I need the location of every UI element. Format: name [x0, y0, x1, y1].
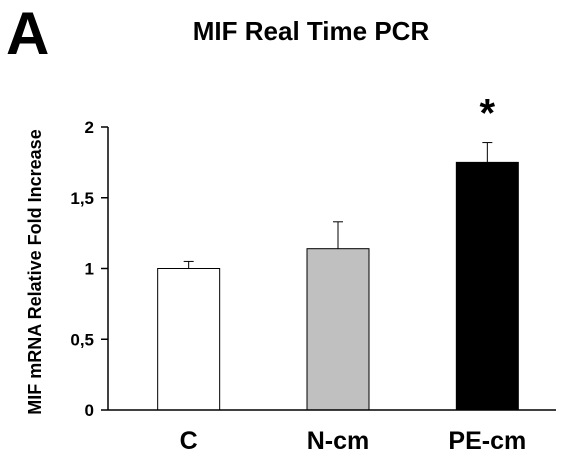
- bar: [455, 161, 519, 411]
- x-tick-label: N-cm: [307, 427, 370, 455]
- bar: [306, 248, 370, 411]
- y-tick-label: 1: [85, 260, 94, 279]
- significance-marker: *: [480, 92, 496, 136]
- y-tick-label: 2: [85, 118, 94, 137]
- y-tick-label: 0: [85, 401, 94, 420]
- x-tick-label: PE-cm: [448, 427, 526, 455]
- bar: [157, 268, 221, 411]
- x-tick-label: C: [180, 427, 198, 455]
- y-tick-label: 0,5: [70, 330, 94, 349]
- chart-title: MIF Real Time PCR: [193, 16, 430, 46]
- y-tick-label: 1,5: [70, 189, 94, 208]
- plot-area: 0 0,5 1 1,5 2 C N-cm PE-cm *: [70, 92, 526, 455]
- panel-label: A: [6, 0, 49, 67]
- y-axis-label: MIF mRNA Relative Fold Increase: [25, 129, 45, 414]
